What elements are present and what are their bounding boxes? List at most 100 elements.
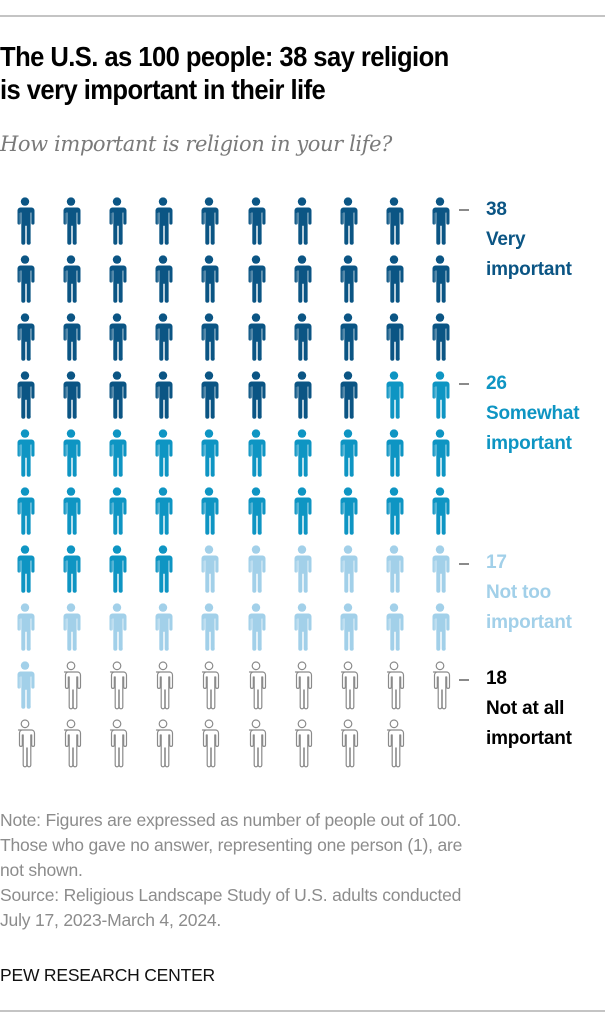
note-line: Note: Figures are expressed as number of…	[0, 810, 461, 830]
person-icon	[336, 197, 360, 247]
tick-not-too	[459, 563, 469, 565]
label-not-too-important: 17 Not too important	[486, 548, 572, 638]
person-icon	[13, 661, 37, 711]
person-icon	[244, 603, 268, 653]
person-icon	[59, 603, 83, 653]
person-icon	[13, 197, 37, 247]
person-icon	[428, 661, 452, 711]
person-icon	[428, 429, 452, 479]
person-icon	[290, 197, 314, 247]
person-icon	[105, 371, 129, 421]
brand-name: PEW RESEARCH CENTER	[0, 965, 215, 985]
label-number: 26	[486, 373, 507, 394]
person-icon	[197, 197, 221, 247]
person-icon	[244, 487, 268, 537]
note-line: not shown.	[0, 860, 83, 880]
person-icon	[290, 661, 314, 711]
person-icon	[382, 719, 406, 769]
person-icon	[197, 661, 221, 711]
person-icon	[13, 719, 37, 769]
person-icon	[290, 371, 314, 421]
person-icon	[428, 313, 452, 363]
person-icon	[13, 313, 37, 363]
person-icon	[382, 487, 406, 537]
person-icon	[197, 255, 221, 305]
top-rule	[0, 15, 605, 17]
person-icon	[59, 197, 83, 247]
person-icon	[244, 197, 268, 247]
tick-somewhat	[459, 383, 469, 385]
person-icon	[428, 197, 452, 247]
person-icon	[428, 603, 452, 653]
person-icon	[428, 545, 452, 595]
person-icon	[151, 429, 175, 479]
footnotes: Note: Figures are expressed as number of…	[0, 808, 605, 933]
person-icon	[290, 719, 314, 769]
person-icon	[382, 545, 406, 595]
person-icon	[382, 661, 406, 711]
person-icon	[336, 603, 360, 653]
person-icon	[382, 429, 406, 479]
person-icon	[13, 371, 37, 421]
tick-very	[459, 209, 469, 211]
person-icon	[151, 313, 175, 363]
person-icon	[382, 371, 406, 421]
person-icon	[336, 661, 360, 711]
title-line-1: The U.S. as 100 people: 38 say religion	[0, 41, 449, 72]
person-icon	[197, 429, 221, 479]
person-icon	[59, 487, 83, 537]
person-icon	[336, 487, 360, 537]
person-icon	[13, 487, 37, 537]
label-text: important	[486, 259, 572, 280]
label-not-at-all-important: 18 Not at all important	[486, 664, 572, 754]
label-number: 38	[486, 199, 507, 220]
person-icon	[336, 313, 360, 363]
person-icon	[244, 661, 268, 711]
chart-subtitle: How important is religion in your life?	[0, 132, 392, 156]
person-icon	[290, 255, 314, 305]
label-text: Somewhat	[486, 403, 580, 424]
source-line: July 17, 2023-March 4, 2024.	[0, 910, 222, 930]
person-icon	[105, 661, 129, 711]
person-icon	[151, 719, 175, 769]
person-icon	[197, 545, 221, 595]
person-icon	[105, 603, 129, 653]
person-icon	[59, 371, 83, 421]
person-icon	[59, 545, 83, 595]
person-icon	[428, 487, 452, 537]
person-icon	[59, 429, 83, 479]
person-icon	[59, 661, 83, 711]
label-text: Not at all	[486, 698, 565, 719]
person-icon	[290, 313, 314, 363]
person-icon	[151, 661, 175, 711]
person-icon	[151, 255, 175, 305]
person-icon	[151, 197, 175, 247]
person-icon	[105, 255, 129, 305]
person-icon	[13, 603, 37, 653]
bottom-rule	[0, 1010, 605, 1012]
person-icon	[428, 255, 452, 305]
person-icon	[382, 603, 406, 653]
person-icon	[105, 313, 129, 363]
person-icon	[105, 719, 129, 769]
note-line: Those who gave no answer, representing o…	[0, 835, 463, 855]
label-somewhat-important: 26 Somewhat important	[486, 369, 580, 459]
person-icon	[13, 545, 37, 595]
person-icon	[151, 487, 175, 537]
label-text: Not too	[486, 582, 552, 603]
person-icon	[382, 313, 406, 363]
person-icon	[244, 255, 268, 305]
label-text: important	[486, 728, 572, 749]
label-text: important	[486, 612, 572, 633]
person-icon	[336, 429, 360, 479]
person-icon	[59, 313, 83, 363]
person-icon	[244, 371, 268, 421]
person-icon	[244, 429, 268, 479]
person-icon	[336, 719, 360, 769]
person-icon	[382, 255, 406, 305]
person-icon	[290, 545, 314, 595]
person-icon	[290, 487, 314, 537]
label-text: Very	[486, 229, 526, 250]
person-icon	[244, 313, 268, 363]
person-icon	[59, 719, 83, 769]
